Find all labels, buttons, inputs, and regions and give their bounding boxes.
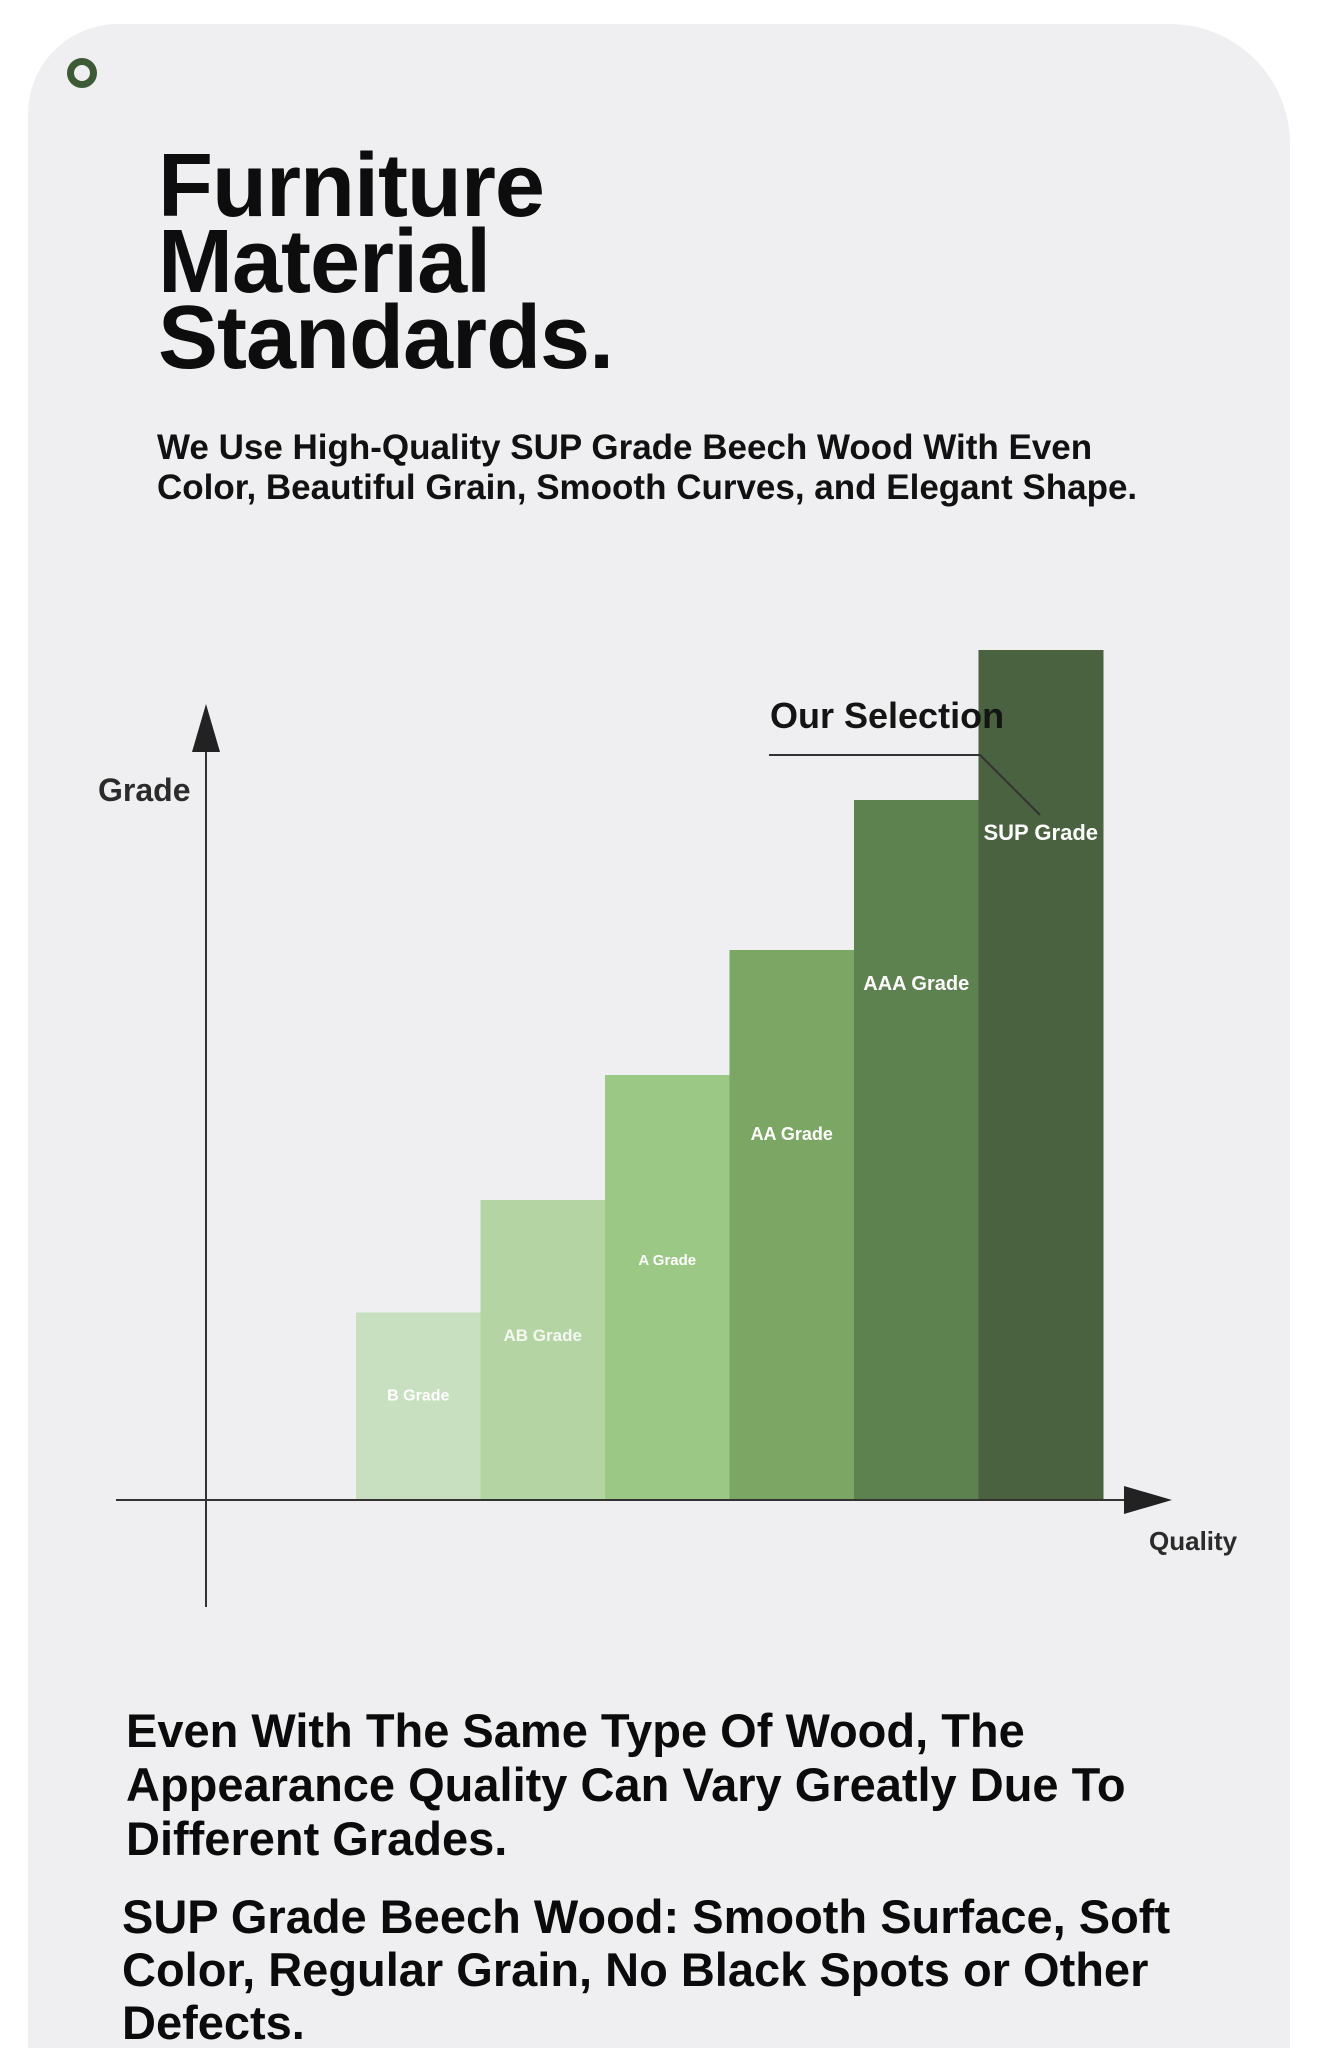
- annotation-leader-line: [769, 754, 1041, 816]
- bar-aaa-grade: [854, 800, 979, 1500]
- title-line: Material: [158, 212, 491, 312]
- y-axis-arrow-icon: [192, 704, 220, 752]
- page-title: Furniture Material Standards.: [158, 136, 614, 388]
- bars-group: [356, 650, 1104, 1500]
- bar-aa-grade: [729, 950, 855, 1500]
- bar-label: AAA Grade: [863, 973, 969, 995]
- annotation-label: Our Selection: [770, 695, 1004, 736]
- bar-b-grade: [356, 1312, 481, 1500]
- bar-label: AA Grade: [751, 1124, 833, 1144]
- bar-label: SUP Grade: [983, 820, 1098, 845]
- ring-icon: [67, 58, 97, 88]
- bar-ab-grade: [480, 1200, 606, 1500]
- page-subtitle: We Use High-Quality SUP Grade Beech Wood…: [157, 428, 1138, 507]
- bar-sup-grade: [978, 650, 1104, 1500]
- bar-label: AB Grade: [504, 1326, 582, 1345]
- title-line: Standards.: [158, 288, 614, 388]
- bar-a-grade: [605, 1075, 730, 1500]
- y-axis-label: Grade: [98, 772, 190, 808]
- grades-paragraph: Even With The Same Type Of Wood, The App…: [126, 1704, 1126, 1865]
- bar-label: B Grade: [387, 1388, 449, 1405]
- bar-label: A Grade: [638, 1252, 696, 1269]
- bar-labels-group: B Grade AB Grade A Grade AA Grade AAA Grade S…: [387, 820, 1098, 1405]
- x-axis-label: Quality: [1149, 1526, 1238, 1556]
- x-axis-arrow-icon: [1124, 1486, 1172, 1514]
- sup-grade-paragraph: SUP Grade Beech Wood: Smooth Surface, So…: [122, 1890, 1171, 2048]
- title-line: Furniture: [158, 136, 545, 236]
